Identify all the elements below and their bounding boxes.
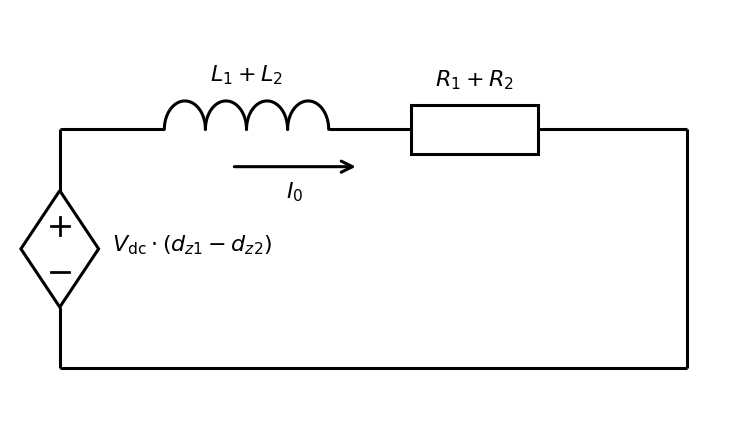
Text: $L_1 + L_2$: $L_1 + L_2$ xyxy=(210,64,283,88)
Text: $I_0$: $I_0$ xyxy=(286,180,304,204)
Text: $V_{\mathrm{dc}}\cdot(d_{z1}-d_{z2})$: $V_{\mathrm{dc}}\cdot(d_{z1}-d_{z2})$ xyxy=(112,233,273,257)
Bar xyxy=(411,105,538,154)
Text: $R_1 + R_2$: $R_1 + R_2$ xyxy=(435,68,514,92)
